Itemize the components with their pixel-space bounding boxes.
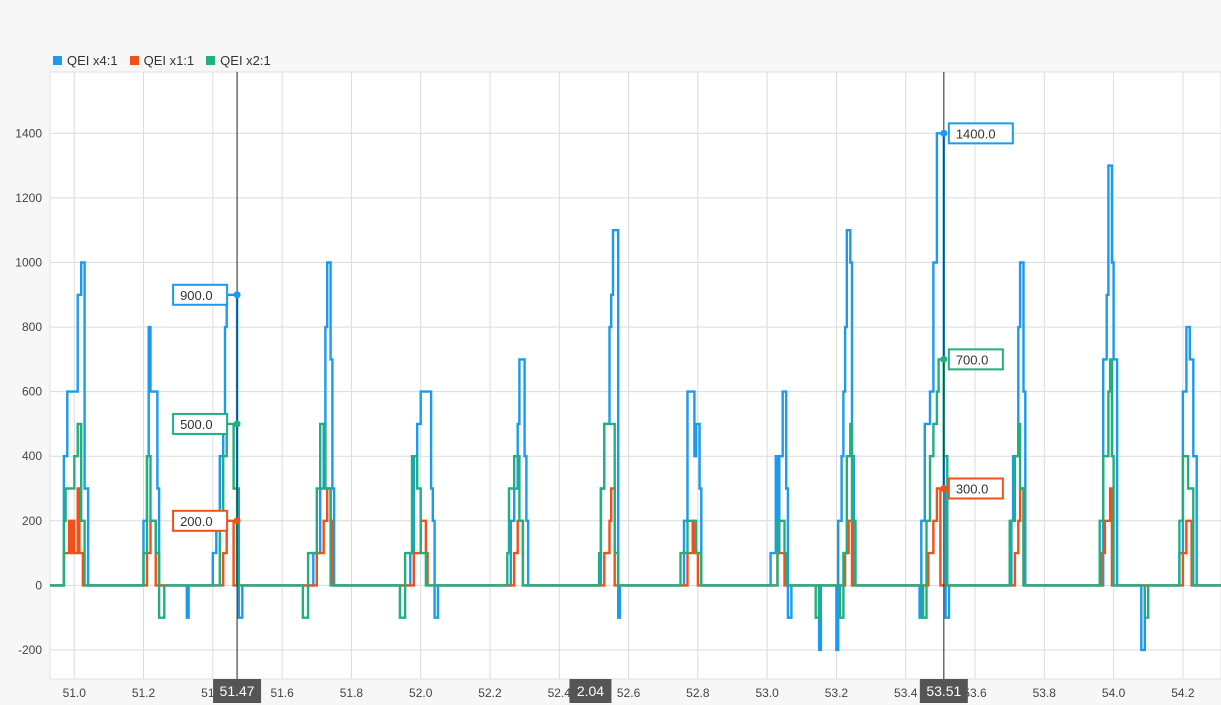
y-tick-label: 1000 bbox=[15, 255, 42, 269]
x-tick-label: 52.0 bbox=[409, 686, 433, 700]
cursor-readout-value-1-0: 1400.0 bbox=[956, 126, 996, 141]
cursor-x-label-bg bbox=[919, 679, 968, 703]
legend-item-qei-x4[interactable]: QEI x4:1 bbox=[53, 53, 118, 68]
x-tick-label: 51.6 bbox=[270, 686, 294, 700]
cursor-readout-box-1-1 bbox=[947, 348, 1004, 371]
cursor-delta-label: 2.04 bbox=[569, 679, 612, 703]
x-tick-label: 51.0 bbox=[63, 686, 87, 700]
legend: QEI x4:1 QEI x1:1 QEI x2:1 bbox=[53, 53, 271, 68]
x-tick-label: 53.0 bbox=[755, 686, 779, 700]
cursor-x-label-text: 51.47 bbox=[220, 683, 255, 699]
cursor-readout-box-0-0 bbox=[172, 283, 229, 306]
cursor-marker-0-2 bbox=[233, 517, 241, 525]
cursor-readout-box-0-1 bbox=[172, 412, 229, 435]
x-tick-label: 54.2 bbox=[1171, 686, 1195, 700]
x-tick-label: 51.2 bbox=[132, 686, 156, 700]
cursor-delta-bg bbox=[569, 679, 612, 703]
cursor-marker-1-2 bbox=[940, 485, 948, 493]
x-tick-label: 53.2 bbox=[825, 686, 849, 700]
x-tick-label: 52.8 bbox=[686, 686, 710, 700]
cursor-marker-0-1 bbox=[233, 420, 241, 428]
cursor-readout-box-1-2 bbox=[947, 477, 1004, 500]
legend-swatch-qei-x1 bbox=[129, 56, 139, 65]
cursor-x-label-1[interactable]: 53.51 bbox=[919, 679, 968, 703]
legend-label-qei-x4: QEI x4:1 bbox=[67, 53, 118, 68]
legend-item-qei-x1[interactable]: QEI x1:1 bbox=[129, 53, 195, 68]
y-tick-label: 600 bbox=[22, 385, 42, 399]
y-tick-label: 1200 bbox=[15, 191, 42, 205]
y-tick-label: -200 bbox=[18, 643, 42, 657]
legend-item-qei-x2[interactable]: QEI x2:1 bbox=[206, 53, 271, 68]
x-tick-label: 52.6 bbox=[617, 686, 641, 700]
y-tick-label: 400 bbox=[22, 449, 42, 463]
y-tick-label: 0 bbox=[35, 578, 42, 592]
cursor-readout-box-0-2 bbox=[172, 509, 229, 532]
x-tick-label: 52.4 bbox=[548, 686, 572, 700]
cursor-readout-value-1-1: 700.0 bbox=[956, 352, 989, 367]
y-tick-label: 1400 bbox=[15, 126, 42, 140]
cursor-delta-text: 2.04 bbox=[577, 683, 604, 699]
x-tick-label: 53.4 bbox=[894, 686, 918, 700]
cursor-readout-value-0-0: 900.0 bbox=[180, 288, 213, 303]
x-tick-label: 52.2 bbox=[478, 686, 502, 700]
y-tick-label: 800 bbox=[22, 320, 42, 334]
cursor-readout-box-1-0 bbox=[947, 122, 1014, 145]
cursor-readout-value-0-2: 200.0 bbox=[180, 514, 213, 529]
cursor-readout-value-1-2: 300.0 bbox=[956, 482, 989, 497]
legend-label-qei-x2: QEI x2:1 bbox=[220, 53, 271, 68]
legend-swatch-qei-x2 bbox=[206, 56, 216, 65]
legend-label-qei-x1: QEI x1:1 bbox=[143, 53, 195, 68]
x-tick-label: 51.8 bbox=[340, 686, 364, 700]
cursor-marker-1-1 bbox=[940, 355, 948, 363]
cursor-marker-1-0 bbox=[940, 129, 948, 137]
x-tick-label: 53.8 bbox=[1033, 686, 1057, 700]
cursor-x-label-0[interactable]: 51.47 bbox=[213, 679, 262, 703]
cursor-x-label-text: 53.51 bbox=[926, 683, 961, 699]
x-tick-label: 53.6 bbox=[963, 686, 987, 700]
y-tick-label: 200 bbox=[22, 514, 42, 528]
x-tick-label: 54.0 bbox=[1102, 686, 1126, 700]
cursor-marker-0-0 bbox=[233, 291, 241, 299]
legend-swatch-qei-x4 bbox=[53, 56, 62, 65]
cursor-x-label-bg bbox=[213, 679, 262, 703]
cursor-readout-value-0-1: 500.0 bbox=[180, 417, 213, 432]
